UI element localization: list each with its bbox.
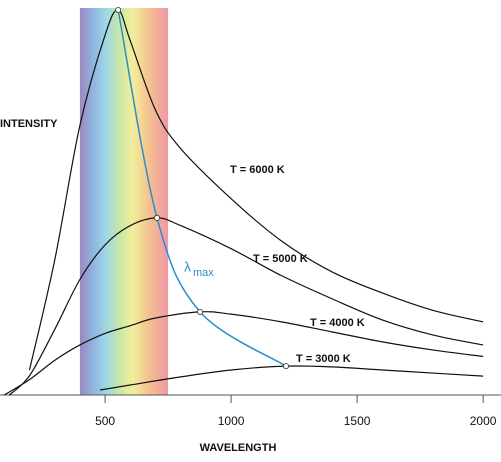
peak-marker	[197, 308, 204, 315]
curve-label: T = 4000 K	[310, 317, 365, 329]
curve-label: T = 3000 K	[296, 353, 351, 365]
curve	[3, 311, 484, 396]
peak-marker	[283, 363, 290, 370]
peak-marker	[154, 214, 161, 221]
curve	[28, 9, 484, 371]
x-tick-label: 1000	[218, 414, 245, 428]
x-tick-label: 500	[95, 414, 115, 428]
visible-spectrum	[79, 8, 169, 395]
x-tick-label: 1500	[344, 414, 371, 428]
curve-label: T = 6000 K	[230, 164, 285, 176]
band-layer	[79, 8, 169, 395]
x-axis-label: WAVELENGTH	[200, 442, 277, 454]
lambda-symbol: λ	[184, 259, 191, 275]
lambda-subscript: max	[193, 267, 214, 279]
curve	[117, 9, 287, 367]
curve-label: T = 5000 K	[253, 253, 308, 265]
y-axis-label: INTENSITY	[0, 118, 58, 130]
curve	[8, 217, 484, 396]
peak-marker	[115, 7, 122, 13]
x-tick-label: 2000	[470, 414, 497, 428]
